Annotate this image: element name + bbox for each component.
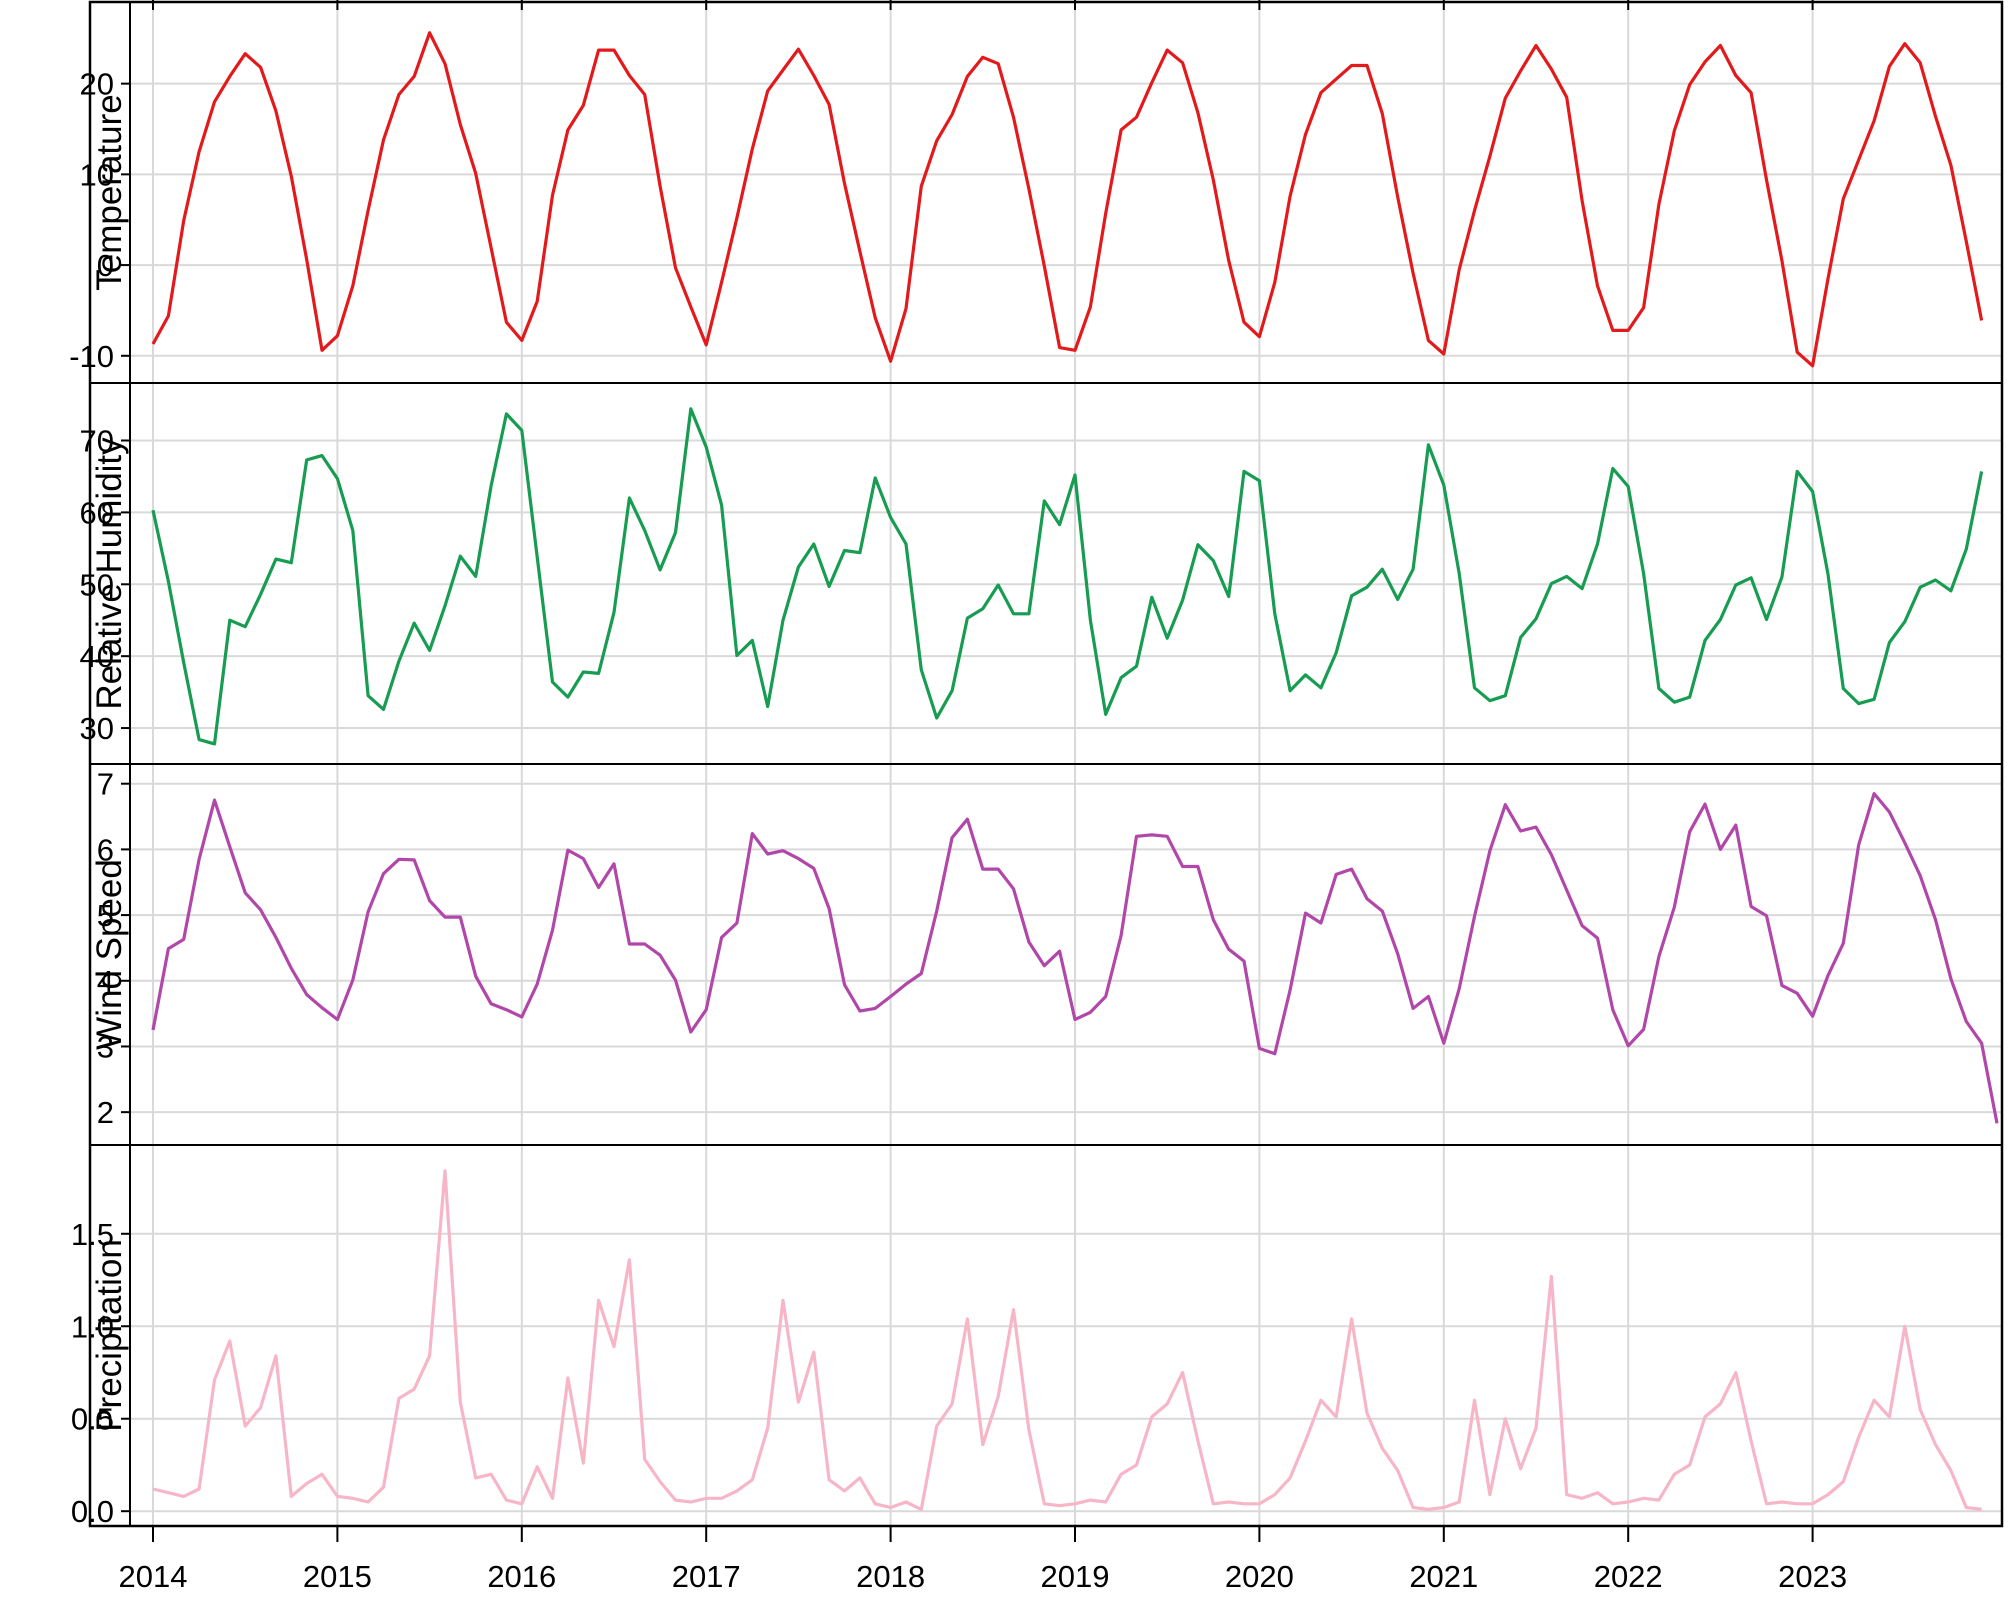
y-tick-label: 50: [80, 567, 114, 602]
y-tick-label: 0.0: [71, 1494, 114, 1529]
y-tick-label: 1.0: [71, 1309, 114, 1344]
y-tick-label: 5: [97, 898, 114, 933]
y-tick-label: 1.5: [71, 1217, 114, 1252]
x-tick-label: 2023: [1778, 1559, 1847, 1593]
y-tick-label: 2: [97, 1095, 114, 1130]
y-tick-label: -10: [69, 339, 114, 374]
y-tick-label: 20: [80, 67, 114, 102]
series-line-0: [151, 31, 1984, 368]
y-tick-label: 6: [97, 832, 114, 867]
y-tick-label: 30: [80, 711, 114, 746]
y-tick-label: 0: [97, 248, 114, 283]
series-line-3: [152, 1169, 1982, 1512]
plot-frame: [88, 0, 2004, 1528]
panel-label: Temperature: [90, 94, 129, 290]
y-tick-label: 0.5: [71, 1402, 114, 1437]
x-tick-label: 2019: [1041, 1559, 1110, 1593]
x-tick-label: 2015: [303, 1559, 372, 1593]
panel-label: Relative Humidity: [90, 437, 129, 710]
panel-label: Precipitation: [90, 1239, 129, 1432]
series-line-1: [151, 407, 1984, 746]
x-tick-label: 2017: [672, 1559, 741, 1593]
y-tick-label: 70: [80, 424, 114, 459]
x-tick-label: 2022: [1594, 1559, 1663, 1593]
x-tick-label: 2020: [1225, 1559, 1294, 1593]
y-tick-label: 60: [80, 495, 114, 530]
panel-label: Wind Speed: [90, 859, 129, 1050]
y-tick-label: 4: [97, 964, 114, 999]
x-tick-label: 2018: [856, 1559, 925, 1593]
y-tick-label: 7: [97, 767, 114, 802]
y-tick-label: 3: [97, 1029, 114, 1064]
x-tick-label: 2014: [119, 1559, 188, 1593]
x-tick-label: 2021: [1409, 1559, 1478, 1593]
y-tick-label: 10: [80, 157, 114, 192]
y-tick-label: 40: [80, 639, 114, 674]
x-tick-label: 2016: [487, 1559, 556, 1593]
series-line-2: [151, 791, 1999, 1124]
